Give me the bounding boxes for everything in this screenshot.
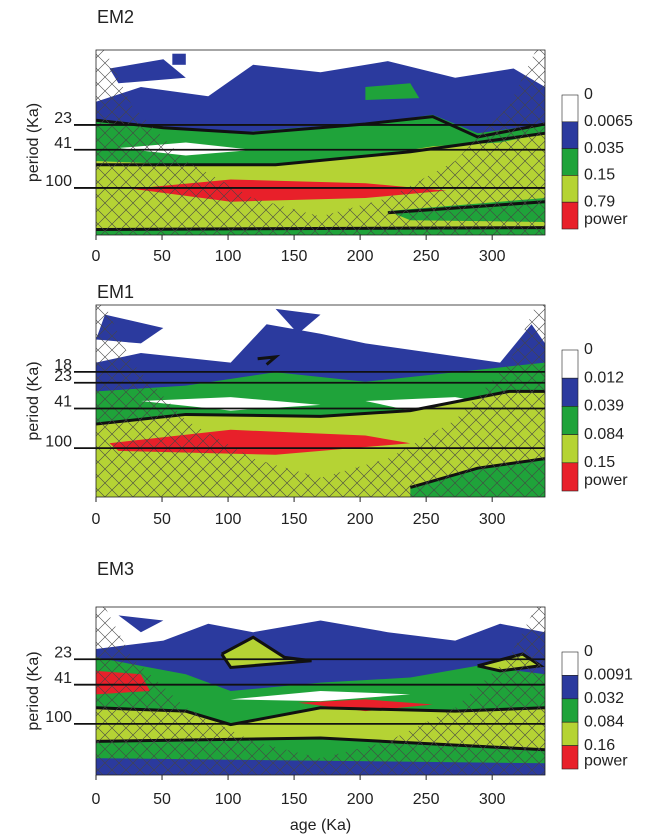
x-tick-label: 250 <box>413 791 440 808</box>
x-tick-label: 150 <box>281 791 308 808</box>
plot-frame <box>95 49 546 236</box>
legend-level: 0.16 <box>584 737 615 754</box>
x-tick-label: 150 <box>281 248 308 265</box>
plot-area <box>96 305 545 497</box>
legend-swatch <box>561 434 579 464</box>
legend-swatch <box>561 148 579 176</box>
y-tick-label: 41 <box>54 135 72 152</box>
legend-label: power <box>584 753 628 770</box>
legend-level: 0.0065 <box>584 113 633 130</box>
contour-region <box>298 699 433 712</box>
plot-frame <box>95 304 546 498</box>
legend-level: 0.15 <box>584 167 615 184</box>
legend-label: power <box>584 472 628 489</box>
legend-swatch <box>561 721 579 746</box>
legend-label: power <box>584 211 628 228</box>
panel-title: EM1 <box>97 282 134 302</box>
contour-region <box>230 691 411 702</box>
legend-level: 0.79 <box>584 193 615 210</box>
panel-title: EM2 <box>97 7 134 27</box>
x-tick-label: 50 <box>153 511 171 528</box>
legend-swatch <box>561 201 579 230</box>
contour-line <box>96 115 545 139</box>
legend-swatch <box>561 175 579 203</box>
legend-swatch <box>561 745 579 770</box>
legend-level: 0.039 <box>584 398 624 415</box>
y-tick-label: 41 <box>54 394 72 411</box>
contour-region <box>275 308 321 334</box>
contour-region <box>109 59 186 84</box>
contour-line <box>257 354 281 366</box>
cone-of-influence <box>96 607 545 775</box>
y-tick-label: 100 <box>45 433 72 450</box>
contour-region <box>140 397 321 411</box>
x-tick-label: 250 <box>413 248 440 265</box>
x-tick-label: 0 <box>92 511 101 528</box>
plot-area <box>96 50 545 235</box>
y-tick-label: 23 <box>54 110 72 127</box>
legend-swatch <box>561 94 579 123</box>
y-tick-label: 100 <box>45 709 72 726</box>
legend-level: 0 <box>584 86 593 103</box>
legend-swatch <box>561 406 579 435</box>
x-axis-label: age (Ka) <box>290 817 351 834</box>
y-tick-label: 18 <box>54 357 72 374</box>
x-tick-label: 250 <box>413 511 440 528</box>
x-tick-label: 100 <box>215 248 242 265</box>
x-tick-label: 100 <box>215 511 242 528</box>
legend-level: 0 <box>584 341 593 358</box>
x-tick-label: 100 <box>215 791 242 808</box>
contour-region <box>365 83 420 100</box>
legend-level: 0.032 <box>584 690 624 707</box>
legend-swatch <box>561 698 579 723</box>
x-tick-label: 0 <box>92 248 101 265</box>
x-tick-label: 200 <box>347 791 374 808</box>
contour-region <box>172 53 186 65</box>
plot-area <box>96 607 545 775</box>
legend-level: 0.035 <box>584 140 624 157</box>
x-tick-label: 50 <box>153 791 171 808</box>
legend-swatch <box>561 675 579 700</box>
contour-region <box>118 615 164 633</box>
x-tick-label: 300 <box>479 248 506 265</box>
legend-swatch <box>561 377 579 407</box>
legend-swatch <box>561 462 579 492</box>
y-axis-label: period (Ka) <box>25 651 42 730</box>
y-tick-label: 23 <box>54 368 72 385</box>
legend-level: 0.012 <box>584 369 624 386</box>
x-tick-label: 50 <box>153 248 171 265</box>
legend-level: 0.15 <box>584 454 615 471</box>
x-tick-label: 0 <box>92 791 101 808</box>
legend-swatch <box>561 349 579 379</box>
legend-level: 0.084 <box>584 713 624 730</box>
legend-level: 0.0091 <box>584 667 633 684</box>
y-tick-label: 41 <box>54 670 72 687</box>
legend-swatch <box>561 651 579 676</box>
x-tick-label: 200 <box>347 511 374 528</box>
x-tick-label: 200 <box>347 248 374 265</box>
y-tick-label: 23 <box>54 645 72 662</box>
legend-level: 0.084 <box>584 426 624 443</box>
y-axis-label: period (Ka) <box>25 103 42 182</box>
legend-level: 0 <box>584 643 593 660</box>
y-axis-label: period (Ka) <box>25 361 42 440</box>
panel-title: EM3 <box>97 559 134 579</box>
x-tick-label: 150 <box>281 511 308 528</box>
x-tick-label: 300 <box>479 791 506 808</box>
y-tick-label: 100 <box>45 173 72 190</box>
plot-frame <box>95 606 546 776</box>
x-tick-label: 300 <box>479 511 506 528</box>
legend-swatch <box>561 121 579 149</box>
